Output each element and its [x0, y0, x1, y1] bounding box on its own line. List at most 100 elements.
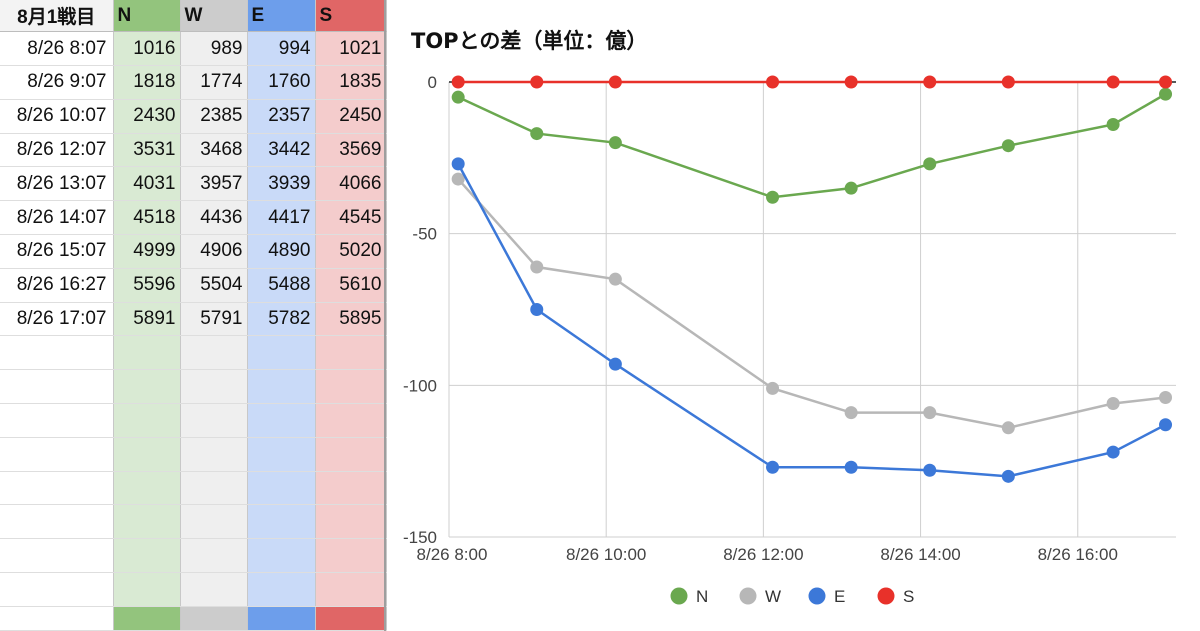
cell-empty[interactable] — [180, 572, 248, 607]
cell-empty[interactable] — [113, 504, 181, 540]
cell-e[interactable]: 4890 — [247, 234, 316, 269]
cell-empty[interactable] — [0, 504, 114, 540]
cell-time[interactable]: 8/26 14:07 — [0, 200, 114, 236]
data-point-s — [1001, 75, 1015, 89]
cell-n[interactable]: 5596 — [113, 268, 181, 303]
cell-w[interactable]: 4436 — [180, 200, 248, 236]
cell-time[interactable]: 8/26 13:07 — [0, 166, 114, 202]
cell-empty[interactable] — [180, 403, 248, 438]
cell-empty[interactable] — [315, 335, 387, 371]
cell-empty[interactable] — [0, 403, 114, 438]
cell-e[interactable]: 5782 — [247, 302, 316, 337]
cell-empty[interactable] — [315, 437, 387, 472]
cell-empty[interactable] — [247, 606, 316, 631]
cell-empty[interactable] — [0, 335, 114, 371]
cell-s[interactable]: 5895 — [315, 302, 387, 337]
cell-w[interactable]: 5791 — [180, 302, 248, 337]
cell-w[interactable]: 5504 — [180, 268, 248, 303]
cell-empty[interactable] — [315, 572, 387, 607]
cell-n[interactable]: 1818 — [113, 65, 181, 100]
cell-e[interactable]: 5488 — [247, 268, 316, 303]
cell-empty[interactable] — [180, 538, 248, 574]
header-cell-s[interactable]: S — [315, 0, 387, 33]
cell-s[interactable]: 4545 — [315, 200, 387, 236]
cell-n[interactable]: 5891 — [113, 302, 181, 337]
cell-s[interactable]: 2450 — [315, 99, 387, 134]
cell-time[interactable]: 8/26 17:07 — [0, 302, 114, 337]
cell-empty[interactable] — [113, 403, 181, 438]
cell-s[interactable]: 4066 — [315, 166, 387, 202]
cell-empty[interactable] — [0, 369, 114, 405]
cell-n[interactable]: 1016 — [113, 31, 181, 67]
cell-empty[interactable] — [247, 471, 316, 506]
cell-n[interactable]: 4999 — [113, 234, 181, 269]
cell-empty[interactable] — [247, 538, 316, 574]
cell-empty[interactable] — [113, 437, 181, 472]
data-point-s — [1106, 75, 1120, 89]
cell-empty[interactable] — [315, 538, 387, 574]
cell-e[interactable]: 3442 — [247, 133, 316, 168]
cell-w[interactable]: 3957 — [180, 166, 248, 202]
cell-e[interactable]: 1760 — [247, 65, 316, 100]
cell-empty[interactable] — [180, 504, 248, 540]
cell-empty[interactable] — [113, 606, 181, 631]
cell-empty[interactable] — [315, 369, 387, 405]
cell-e[interactable]: 2357 — [247, 99, 316, 134]
data-point-s — [844, 75, 858, 89]
cell-s[interactable]: 5610 — [315, 268, 387, 303]
cell-empty[interactable] — [113, 538, 181, 574]
cell-empty[interactable] — [0, 437, 114, 472]
cell-empty[interactable] — [247, 369, 316, 405]
cell-time[interactable]: 8/26 9:07 — [0, 65, 114, 100]
cell-empty[interactable] — [247, 572, 316, 607]
cell-n[interactable]: 4031 — [113, 166, 181, 202]
cell-time[interactable]: 8/26 16:27 — [0, 268, 114, 303]
cell-empty[interactable] — [113, 572, 181, 607]
cell-time[interactable]: 8/26 10:07 — [0, 99, 114, 134]
header-cell-w[interactable]: W — [180, 0, 248, 33]
cell-e[interactable]: 3939 — [247, 166, 316, 202]
cell-empty[interactable] — [0, 572, 114, 607]
cell-empty[interactable] — [113, 369, 181, 405]
cell-empty[interactable] — [113, 471, 181, 506]
cell-w[interactable]: 3468 — [180, 133, 248, 168]
cell-w[interactable]: 989 — [180, 31, 248, 67]
cell-empty[interactable] — [0, 471, 114, 506]
cell-s[interactable]: 1021 — [315, 31, 387, 67]
cell-empty[interactable] — [247, 403, 316, 438]
cell-empty[interactable] — [180, 437, 248, 472]
cell-n[interactable]: 4518 — [113, 200, 181, 236]
cell-empty[interactable] — [0, 606, 114, 631]
cell-time[interactable]: 8/26 15:07 — [0, 234, 114, 269]
cell-empty[interactable] — [180, 471, 248, 506]
cell-empty[interactable] — [315, 504, 387, 540]
cell-empty[interactable] — [315, 403, 387, 438]
cell-empty[interactable] — [180, 606, 248, 631]
y-tick-label: 0 — [428, 73, 437, 92]
cell-time[interactable]: 8/26 8:07 — [0, 31, 114, 67]
cell-s[interactable]: 5020 — [315, 234, 387, 269]
cell-e[interactable]: 4417 — [247, 200, 316, 236]
cell-s[interactable]: 1835 — [315, 65, 387, 100]
header-cell-n[interactable]: N — [113, 0, 181, 33]
cell-empty[interactable] — [247, 504, 316, 540]
header-cell-time[interactable]: 8月1戦目 — [0, 0, 114, 33]
cell-w[interactable]: 4906 — [180, 234, 248, 269]
cell-e[interactable]: 994 — [247, 31, 316, 67]
cell-empty[interactable] — [247, 335, 316, 371]
cell-w[interactable]: 2385 — [180, 99, 248, 134]
sheet-row: 8/26 16:27 5596 5504 5488 5610 — [0, 268, 387, 303]
cell-empty[interactable] — [180, 369, 248, 405]
cell-w[interactable]: 1774 — [180, 65, 248, 100]
cell-s[interactable]: 3569 — [315, 133, 387, 168]
header-cell-e[interactable]: E — [247, 0, 316, 33]
cell-time[interactable]: 8/26 12:07 — [0, 133, 114, 168]
cell-empty[interactable] — [315, 471, 387, 506]
cell-n[interactable]: 2430 — [113, 99, 181, 134]
cell-empty[interactable] — [113, 335, 181, 371]
cell-empty[interactable] — [180, 335, 248, 371]
cell-empty[interactable] — [0, 538, 114, 574]
cell-n[interactable]: 3531 — [113, 133, 181, 168]
cell-empty[interactable] — [315, 606, 387, 631]
cell-empty[interactable] — [247, 437, 316, 472]
